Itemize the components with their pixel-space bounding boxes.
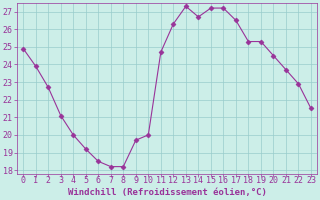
- X-axis label: Windchill (Refroidissement éolien,°C): Windchill (Refroidissement éolien,°C): [68, 188, 267, 197]
